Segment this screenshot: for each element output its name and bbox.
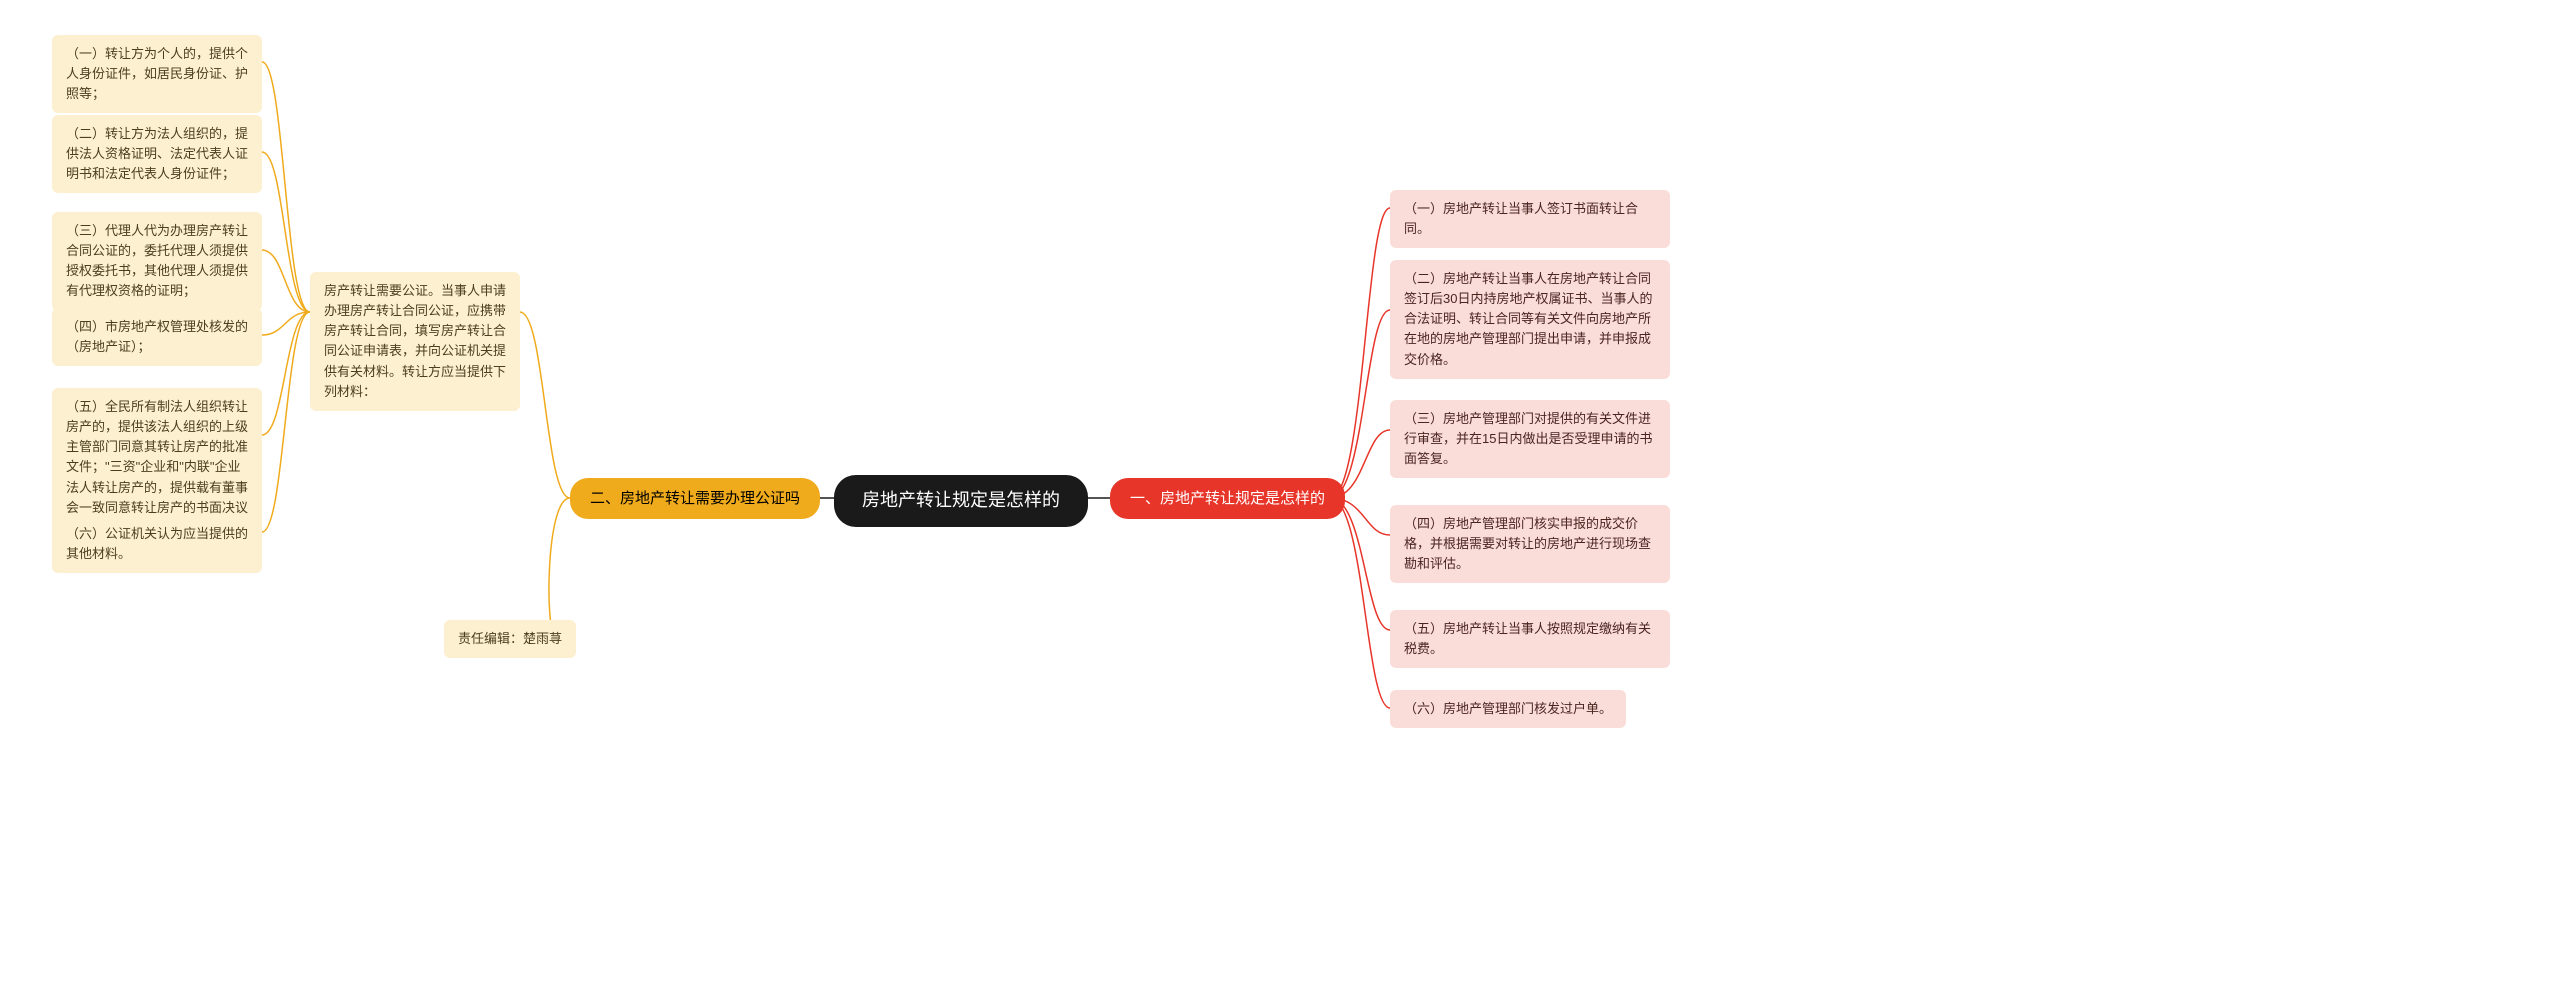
connector-left-desc <box>520 312 570 498</box>
right-leaf-1[interactable]: （一）房地产转让当事人签订书面转让合同。 <box>1390 190 1670 248</box>
root-node[interactable]: 房地产转让规定是怎样的 <box>834 475 1088 527</box>
right-leaf-2[interactable]: （二）房地产转让当事人在房地产转让合同签订后30日内持房地产权属证书、当事人的合… <box>1390 260 1670 379</box>
connector-right-5 <box>1330 498 1390 630</box>
mindmap-canvas: 房地产转让规定是怎样的 一、房地产转让规定是怎样的 （一）房地产转让当事人签订书… <box>0 0 2560 999</box>
left-leaf-4[interactable]: （四）市房地产权管理处核发的（房地产证）； <box>52 308 262 366</box>
right-leaf-3[interactable]: （三）房地产管理部门对提供的有关文件进行审查，并在15日内做出是否受理申请的书面… <box>1390 400 1670 478</box>
right-leaf-4[interactable]: （四）房地产管理部门核实申报的成交价格，并根据需要对转让的房地产进行现场查勘和评… <box>1390 505 1670 583</box>
connector-desc-2 <box>262 152 310 312</box>
left-description[interactable]: 房产转让需要公证。当事人申请办理房产转让合同公证，应携带房产转让合同，填写房产转… <box>310 272 520 411</box>
left-leaf-3[interactable]: （三）代理人代为办理房产转让合同公证的，委托代理人须提供授权委托书，其他代理人须… <box>52 212 262 311</box>
category-right[interactable]: 一、房地产转让规定是怎样的 <box>1110 478 1345 519</box>
left-editor-credit[interactable]: 责任编辑：楚雨荨 <box>444 620 576 658</box>
connector-desc-4 <box>262 312 310 335</box>
left-leaf-1[interactable]: （一）转让方为个人的，提供个人身份证件，如居民身份证、护照等； <box>52 35 262 113</box>
connector-right-1 <box>1330 208 1390 498</box>
category-left[interactable]: 二、房地产转让需要办理公证吗 <box>570 478 820 519</box>
right-leaf-5[interactable]: （五）房地产转让当事人按照规定缴纳有关税费。 <box>1390 610 1670 668</box>
left-leaf-6[interactable]: （六）公证机关认为应当提供的其他材料。 <box>52 515 262 573</box>
connector-left-editor <box>549 498 570 638</box>
connector-right-6 <box>1330 498 1390 708</box>
connector-desc-3 <box>262 250 310 312</box>
connector-desc-6 <box>262 312 310 532</box>
connector-desc-1 <box>262 62 310 312</box>
right-leaf-6[interactable]: （六）房地产管理部门核发过户单。 <box>1390 690 1626 728</box>
connector-desc-5 <box>262 312 310 435</box>
connector-right-2 <box>1330 310 1390 498</box>
left-leaf-2[interactable]: （二）转让方为法人组织的，提供法人资格证明、法定代表人证明书和法定代表人身份证件… <box>52 115 262 193</box>
